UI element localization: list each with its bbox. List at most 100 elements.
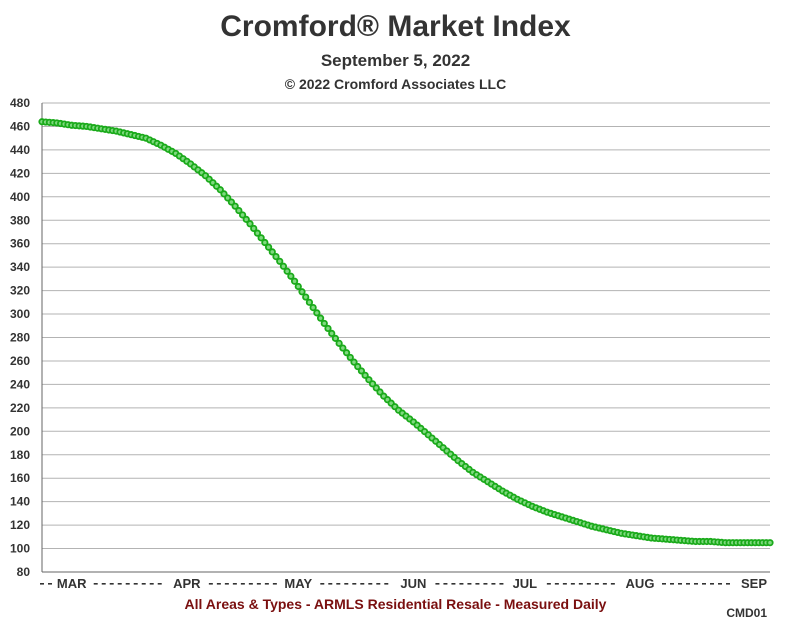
x-axis-ticks: MAR APR MAY JUN JUL AUG SEP: [40, 576, 767, 591]
x-axis-dash: [117, 583, 122, 585]
data-point: [220, 190, 228, 198]
data-point: [305, 298, 314, 306]
data-point: [250, 224, 258, 233]
x-axis-dash: [726, 583, 730, 585]
y-tick-label: 420: [10, 166, 30, 180]
data-point: [290, 277, 299, 285]
x-axis-dash: [272, 583, 277, 585]
x-axis-dash: [578, 583, 583, 585]
data-point: [335, 339, 343, 347]
y-tick-label: 120: [10, 518, 30, 532]
data-point: [261, 238, 269, 247]
x-axis-dash: [443, 583, 448, 585]
chart-code: CMD01: [726, 606, 767, 620]
x-axis-dash: [694, 583, 698, 585]
x-axis-dash: [710, 583, 714, 585]
chart-footer: All Areas & Types - ARMLS Residential Re…: [184, 596, 607, 612]
x-tick-label: SEP: [741, 576, 767, 591]
y-tick-label: 300: [10, 307, 30, 321]
data-point: [372, 384, 380, 392]
x-axis-dash: [125, 583, 130, 585]
x-axis-dash: [686, 583, 690, 585]
x-axis-dash: [718, 583, 722, 585]
x-axis-dash: [670, 583, 674, 585]
data-point: [268, 248, 276, 256]
y-tick-label: 140: [10, 495, 30, 509]
data-point: [253, 229, 262, 237]
x-axis-dash: [149, 583, 154, 585]
x-axis-dash: [157, 583, 162, 585]
x-axis-dash: [133, 583, 138, 585]
data-point: [350, 358, 358, 366]
y-tick-label: 80: [17, 565, 31, 579]
data-point: [227, 198, 236, 206]
x-tick-label: JUL: [513, 576, 538, 591]
y-tick-label: 240: [10, 377, 30, 391]
x-axis-dash: [336, 583, 341, 585]
y-tick-label: 280: [10, 331, 30, 345]
x-axis-dash: [678, 583, 682, 585]
y-tick-label: 340: [10, 260, 30, 274]
x-tick-label: JUN: [400, 576, 426, 591]
x-axis-dash: [499, 583, 504, 585]
y-tick-label: 160: [10, 471, 30, 485]
data-point: [320, 319, 328, 328]
x-axis-dash: [586, 583, 591, 585]
copyright-notice: © 2022 Cromford Associates LLC: [284, 76, 507, 92]
x-tick-label: AUG: [626, 576, 655, 591]
x-axis-dash: [344, 583, 349, 585]
data-point: [361, 371, 369, 379]
x-axis-dash: [328, 583, 333, 585]
x-axis-dash: [376, 583, 381, 585]
y-axis-ticks: 80 100 120 140 160 180 200 220 240 260 280 300 320 34…: [10, 96, 30, 579]
data-point: [224, 194, 232, 202]
x-axis-dash: [224, 583, 229, 585]
data-point: [283, 267, 291, 275]
y-tick-label: 260: [10, 354, 30, 368]
data-point: [766, 539, 774, 547]
data-point: [346, 353, 354, 362]
y-tick-label: 400: [10, 190, 30, 204]
x-axis-dash: [368, 583, 373, 585]
y-tick-label: 480: [10, 96, 30, 110]
axes: [41, 103, 770, 573]
x-axis-dash: [435, 583, 440, 585]
x-tick-label: MAR: [57, 576, 87, 591]
data-point: [376, 388, 384, 396]
x-axis-dash: [554, 583, 559, 585]
x-axis-dash: [483, 583, 488, 585]
y-tick-label: 360: [10, 237, 30, 251]
y-tick-label: 320: [10, 284, 30, 298]
data-point: [294, 282, 302, 291]
data-point: [309, 304, 317, 312]
data-point: [246, 220, 254, 228]
x-axis-dash: [216, 583, 221, 585]
x-axis-dash: [208, 583, 213, 585]
x-axis-dash: [570, 583, 575, 585]
data-point: [298, 288, 306, 296]
x-axis-dash: [101, 583, 106, 585]
data-series: [38, 118, 774, 547]
x-axis-dash: [40, 583, 44, 585]
data-point: [365, 376, 373, 384]
data-point: [342, 349, 351, 357]
x-axis-dash: [232, 583, 237, 585]
data-point: [279, 262, 288, 270]
gridlines: [42, 102, 770, 550]
data-point: [276, 257, 284, 265]
data-point: [331, 334, 340, 342]
x-axis-dash: [562, 583, 567, 585]
x-axis-dash: [459, 583, 464, 585]
y-tick-label: 180: [10, 448, 30, 462]
data-point: [235, 206, 243, 215]
x-axis-dash: [702, 583, 706, 585]
y-tick-label: 220: [10, 401, 30, 415]
data-point: [316, 314, 325, 322]
data-point: [272, 252, 280, 261]
data-point: [324, 324, 332, 333]
data-point: [302, 293, 310, 301]
data-point: [328, 329, 336, 337]
x-axis-dash: [141, 583, 146, 585]
y-tick-label: 440: [10, 143, 30, 157]
